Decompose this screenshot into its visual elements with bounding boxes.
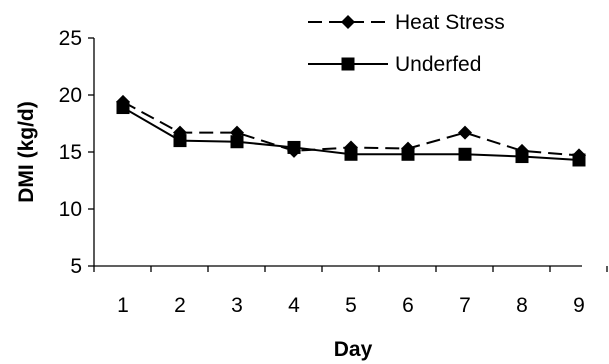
y-tick-label: 10	[59, 198, 82, 221]
x-tick-label: 4	[288, 294, 300, 317]
data-point	[116, 101, 130, 115]
data-point	[458, 147, 472, 161]
data-point	[458, 125, 472, 140]
x-tick-label: 2	[174, 294, 186, 317]
legend-label: Underfed	[395, 53, 481, 76]
y-tick-label: 20	[59, 84, 82, 107]
x-tick-label: 3	[231, 294, 243, 317]
x-tick-label: 8	[516, 294, 528, 317]
y-tick-label: 5	[70, 255, 82, 278]
y-axis-title: DMI (kg/d)	[15, 101, 38, 202]
y-ticks: 5 10 15 20 25	[59, 27, 94, 278]
x-ticks: 1 2 3 4 5 6 7 8 9	[93, 266, 608, 317]
legend-item: Underfed	[308, 53, 481, 76]
x-tick-label: 1	[117, 294, 129, 317]
x-axis-title: Day	[334, 338, 373, 361]
data-point	[515, 150, 529, 164]
data-point	[344, 147, 358, 161]
series-underfed	[116, 101, 586, 167]
data-point	[230, 135, 244, 149]
x-tick-label: 7	[459, 294, 471, 317]
legend-marker	[341, 15, 355, 29]
legend-marker	[341, 57, 355, 71]
data-point	[572, 153, 586, 167]
series-layer	[116, 94, 586, 167]
x-tick-label: 5	[345, 294, 357, 317]
data-point	[173, 134, 187, 148]
data-point	[401, 147, 415, 161]
legend: Heat Stress Underfed	[308, 11, 505, 76]
legend-label: Heat Stress	[395, 11, 505, 34]
data-point	[287, 140, 301, 154]
x-tick-label: 9	[573, 294, 585, 317]
legend-item: Heat Stress	[308, 11, 505, 34]
x-tick-label: 6	[402, 294, 414, 317]
y-tick-label: 15	[59, 141, 82, 164]
y-tick-label: 25	[59, 27, 82, 50]
